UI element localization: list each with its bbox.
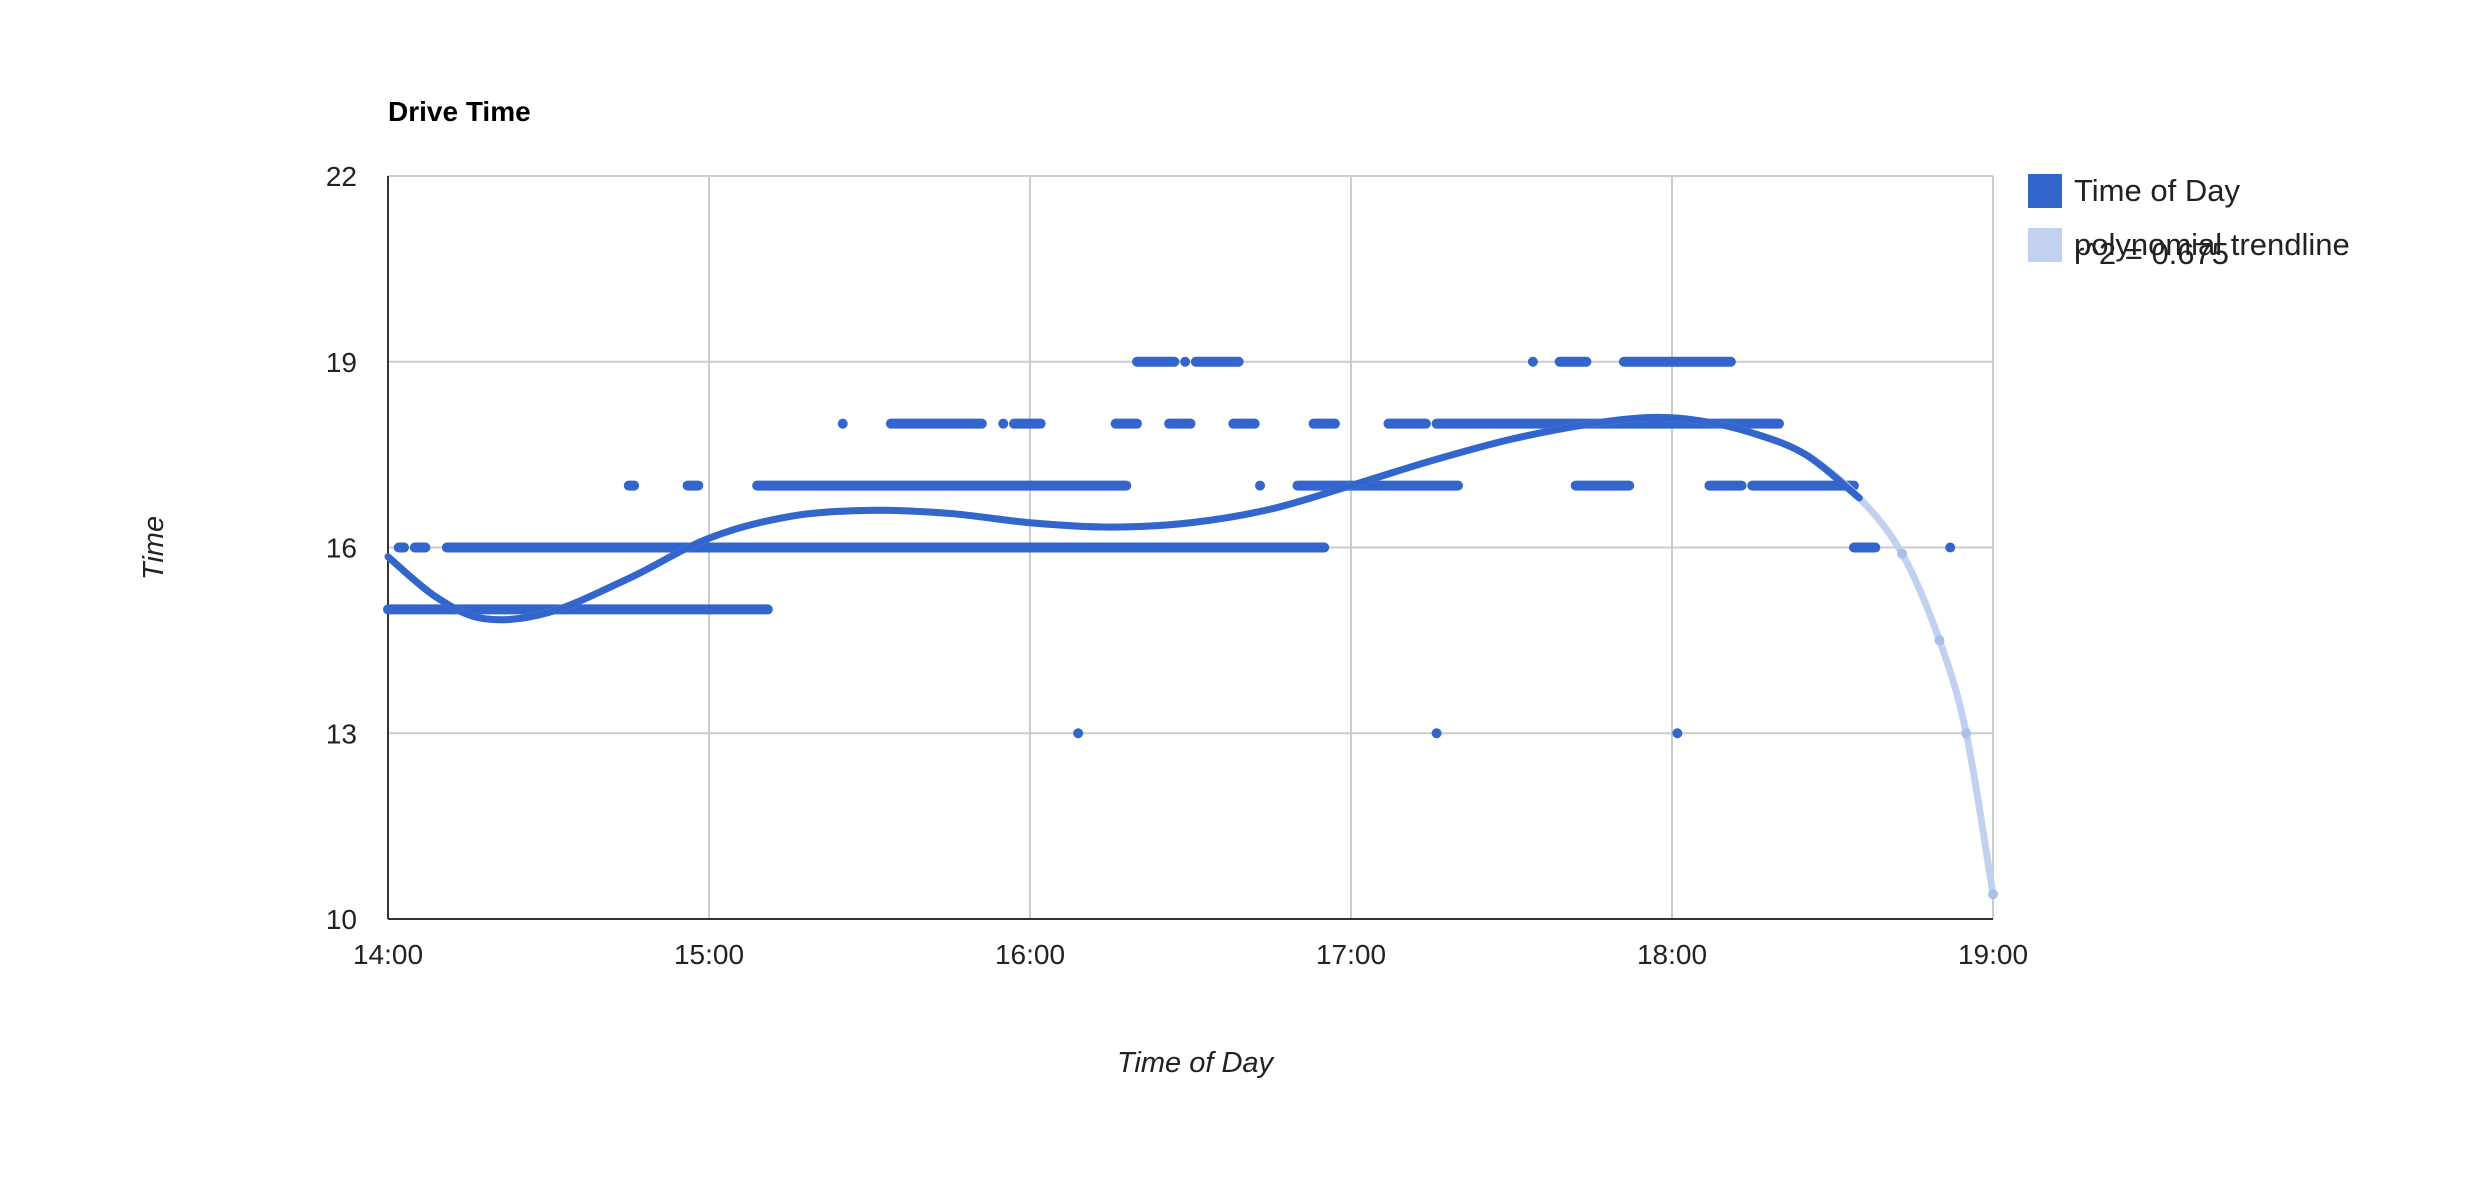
data-point	[837, 418, 848, 429]
x-axis-label: Time of Day	[1117, 1047, 1275, 1079]
data-point	[1180, 356, 1191, 367]
y-tick-label: 22	[326, 161, 357, 192]
y-tick-label: 13	[326, 718, 357, 749]
data-point	[998, 418, 1009, 429]
data-point	[1073, 728, 1084, 739]
axis-layer: 10 13 16 19 22 14:00 15:00 16:00 17:00 18:00 19:00	[326, 161, 2028, 970]
trendline-point	[1961, 728, 1972, 739]
data-point	[1672, 728, 1683, 739]
data-point	[1255, 480, 1266, 491]
x-tick-label: 18:00	[1637, 939, 1707, 970]
data-point	[1431, 728, 1442, 739]
x-tick-label: 19:00	[1958, 939, 2028, 970]
trendline-point	[1897, 548, 1908, 559]
legend-label: polynomial trendline	[2074, 227, 2350, 262]
trendline-point	[1934, 635, 1945, 646]
x-tick-label: 15:00	[674, 939, 744, 970]
y-tick-label: 19	[326, 347, 357, 378]
data-point	[1945, 542, 1956, 553]
legend-label: Time of Day	[2074, 173, 2240, 208]
legend-r2-label: r^2 = 0.675	[2074, 236, 2229, 271]
chart-title: Drive Time	[388, 96, 531, 127]
legend-swatch-trendline	[2028, 228, 2062, 262]
trend-layer	[384, 413, 1998, 900]
y-tick-label: 10	[326, 904, 357, 935]
data-point	[1527, 356, 1538, 367]
trendline	[384, 413, 1863, 624]
legend-swatch-series	[2028, 174, 2062, 208]
label-layer: Drive Time Time of Day Time	[138, 96, 1275, 1079]
y-axis-label: Time	[138, 516, 170, 580]
y-tick-label: 16	[326, 533, 357, 564]
x-tick-label: 16:00	[995, 939, 1065, 970]
x-tick-label: 14:00	[353, 939, 423, 970]
x-tick-label: 17:00	[1316, 939, 1386, 970]
trendline-point	[1988, 889, 1998, 900]
